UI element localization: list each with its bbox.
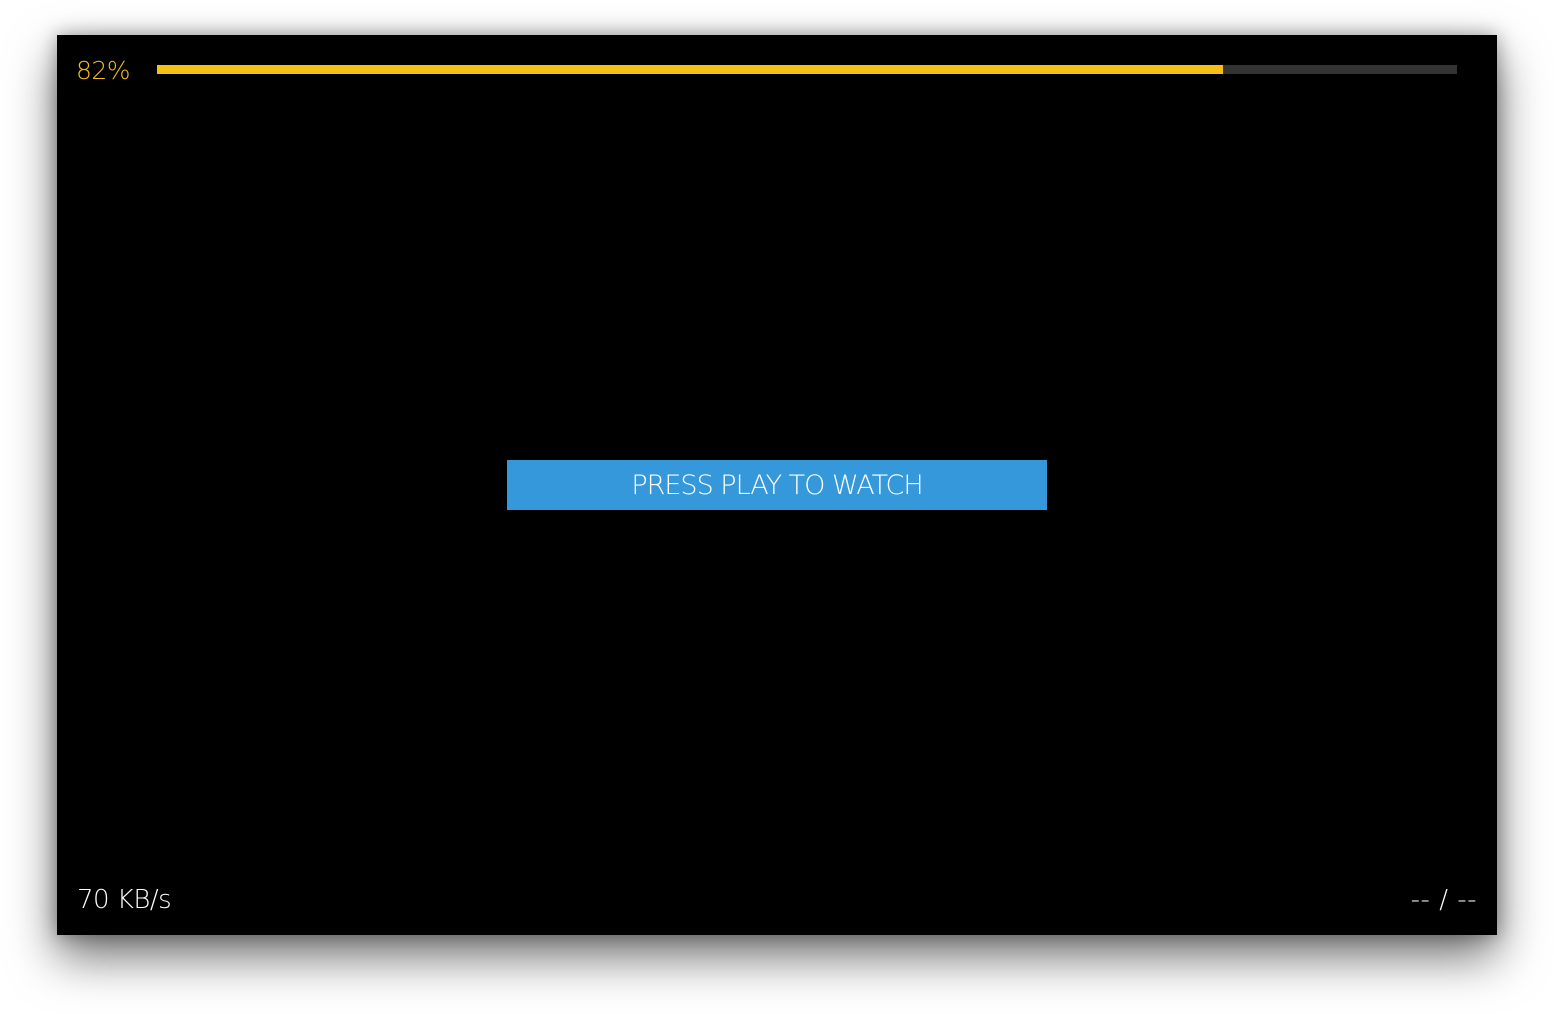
time-readout: -- / -- <box>1410 885 1477 915</box>
progress-track <box>157 65 1457 74</box>
player-window: 82% PRESS PLAY TO WATCH 70 KB/s -- / -- <box>57 35 1497 935</box>
download-speed: 70 KB/s <box>77 885 172 915</box>
progress-percent: 82% <box>76 56 131 85</box>
progress-fill <box>157 65 1223 74</box>
press-play-button[interactable]: PRESS PLAY TO WATCH <box>507 460 1047 510</box>
